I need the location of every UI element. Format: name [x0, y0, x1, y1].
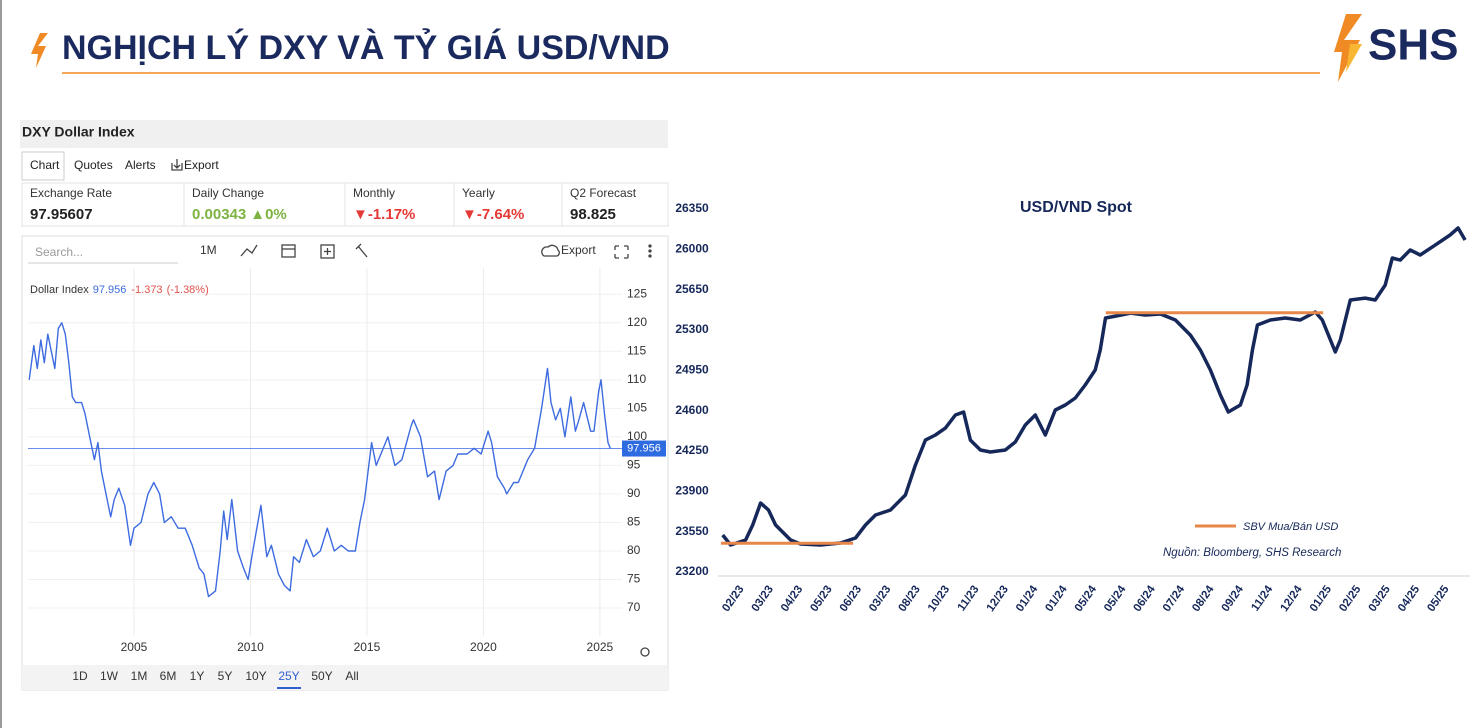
active-tab[interactable] [21, 151, 65, 181]
legend-label: SBV Mua/Bán USD [1243, 521, 1338, 533]
stat-label: Daily Change [192, 186, 264, 200]
chart-box [21, 235, 669, 691]
legend-change: -1.373 [131, 284, 162, 296]
stat-value: 0.00343 [192, 206, 246, 223]
logo-text: SHS [1368, 21, 1458, 70]
export-button[interactable]: Export [561, 243, 596, 257]
interval-button[interactable]: 1M [200, 243, 217, 257]
y-tick-label: 110 [627, 372, 646, 386]
widget-title: DXY Dollar Index [22, 124, 135, 140]
y-tick-label: 23200 [675, 564, 709, 578]
y-tick-label: 75 [627, 572, 641, 586]
range-button[interactable]: 1M [131, 669, 148, 683]
price-tag [622, 440, 666, 457]
widget-titlebar [20, 120, 668, 148]
spot-line [721, 226, 1467, 547]
stat-value: 98.825 [570, 206, 616, 223]
y-tick-label: 105 [627, 401, 647, 415]
y-tick-label: 26350 [675, 201, 709, 215]
legend-value: 97.956 [93, 284, 127, 296]
stat-label: Monthly [353, 186, 395, 200]
x-tick-label: 2020 [470, 640, 497, 654]
y-tick-label: 125 [627, 286, 647, 300]
chart-title: USD/VND Spot [1020, 199, 1133, 216]
range-button[interactable]: 1D [72, 669, 88, 683]
range-button[interactable]: 25Y [278, 669, 299, 683]
y-tick-label: 23550 [675, 524, 709, 538]
y-tick-label: 90 [627, 486, 641, 500]
range-button[interactable]: 1Y [190, 669, 205, 683]
stat-value: 97.95607 [30, 206, 93, 223]
tab[interactable]: Alerts [125, 158, 156, 172]
y-tick-label: 24250 [675, 443, 709, 457]
range-button[interactable]: All [345, 669, 358, 683]
legend-name: Dollar Index [30, 284, 89, 296]
stat-change: ▲0% [250, 206, 287, 223]
sbv-line [720, 311, 1324, 545]
y-tick-label: 95 [627, 458, 641, 472]
header-icon [31, 33, 48, 68]
x-tick-label: 2025 [587, 640, 614, 654]
x-tick-label: 2010 [237, 640, 264, 654]
x-tick-label: 2015 [354, 640, 381, 654]
source-note: Nguồn: Bloomberg, SHS Research [1163, 547, 1341, 559]
search-box[interactable]: Search... [35, 245, 83, 259]
tab[interactable]: Export [184, 158, 219, 172]
price-tag-label: 97.956 [627, 442, 661, 454]
range-bar [22, 665, 668, 690]
y-tick-label: 85 [627, 515, 641, 529]
y-tick-label: 100 [627, 429, 647, 443]
y-tick-label: 70 [627, 600, 641, 614]
toolbar-icons[interactable] [171, 159, 652, 657]
y-tick-label: 115 [627, 343, 646, 357]
logo-icon [1334, 14, 1362, 82]
legend-change-pct: (-1.38%) [167, 284, 209, 296]
dxy-line [28, 322, 612, 598]
y-tick-label: 24950 [675, 363, 709, 377]
stat-label: Q2 Forecast [570, 186, 637, 200]
y-tick-label: 80 [627, 543, 641, 557]
stat-change: ▼-1.17% [353, 206, 415, 223]
y-tick-label: 120 [627, 315, 647, 329]
range-button[interactable]: 10Y [245, 669, 266, 683]
slide-title: NGHỊCH LÝ DXY VÀ TỶ GIÁ USD/VND [62, 29, 670, 67]
tab[interactable]: Chart [30, 158, 60, 172]
stat-label: Exchange Rate [30, 186, 112, 200]
stat-change: ▼-7.64% [462, 206, 524, 223]
y-tick-label: 25300 [675, 322, 709, 336]
y-tick-label: 23900 [675, 484, 709, 498]
range-button[interactable]: 5Y [218, 669, 233, 683]
range-button[interactable]: 1W [100, 669, 119, 683]
tab[interactable]: Quotes [74, 158, 113, 172]
y-tick-label: 26000 [675, 242, 709, 256]
range-button[interactable]: 50Y [311, 669, 332, 683]
stat-label: Yearly [462, 186, 495, 200]
range-button[interactable]: 6M [160, 669, 177, 683]
y-tick-label: 25650 [675, 282, 709, 296]
dxy-chart: 70 75 80 85 90 95 100 105 110 115 120 125 2005 2010 20… [28, 268, 666, 654]
x-tick-label: 2005 [121, 640, 148, 654]
y-tick-label: 24600 [675, 403, 709, 417]
